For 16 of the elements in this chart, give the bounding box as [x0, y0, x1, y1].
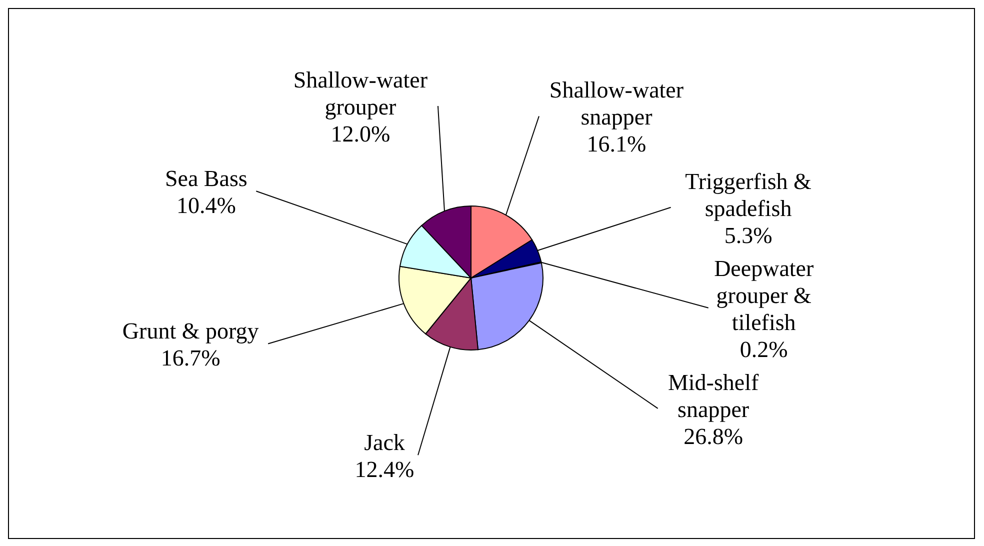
- slice-label: Deepwater grouper & tilefish: [714, 256, 814, 335]
- data-label: 26.8%: [684, 424, 744, 449]
- slice-label: Grunt & porgy: [122, 318, 260, 344]
- data-label: 10.4%: [176, 193, 236, 218]
- slice-label: Jack: [364, 430, 406, 456]
- data-label: 5.3%: [724, 222, 772, 248]
- data-label: 16.1%: [586, 132, 646, 157]
- slice-label: Sea Bass: [164, 166, 248, 192]
- slice-label: Shallow-water grouper: [293, 68, 428, 120]
- data-label: 12.4%: [354, 457, 414, 482]
- data-label: 0.2%: [740, 336, 788, 362]
- data-label: 16.7%: [160, 346, 220, 371]
- slice-label: Triggerfish & spadefish: [685, 168, 812, 221]
- data-label: 12.0%: [330, 122, 390, 147]
- slice-label: Mid-shelf snapper: [668, 370, 760, 422]
- slice-label: Shallow-water snapper: [549, 78, 684, 130]
